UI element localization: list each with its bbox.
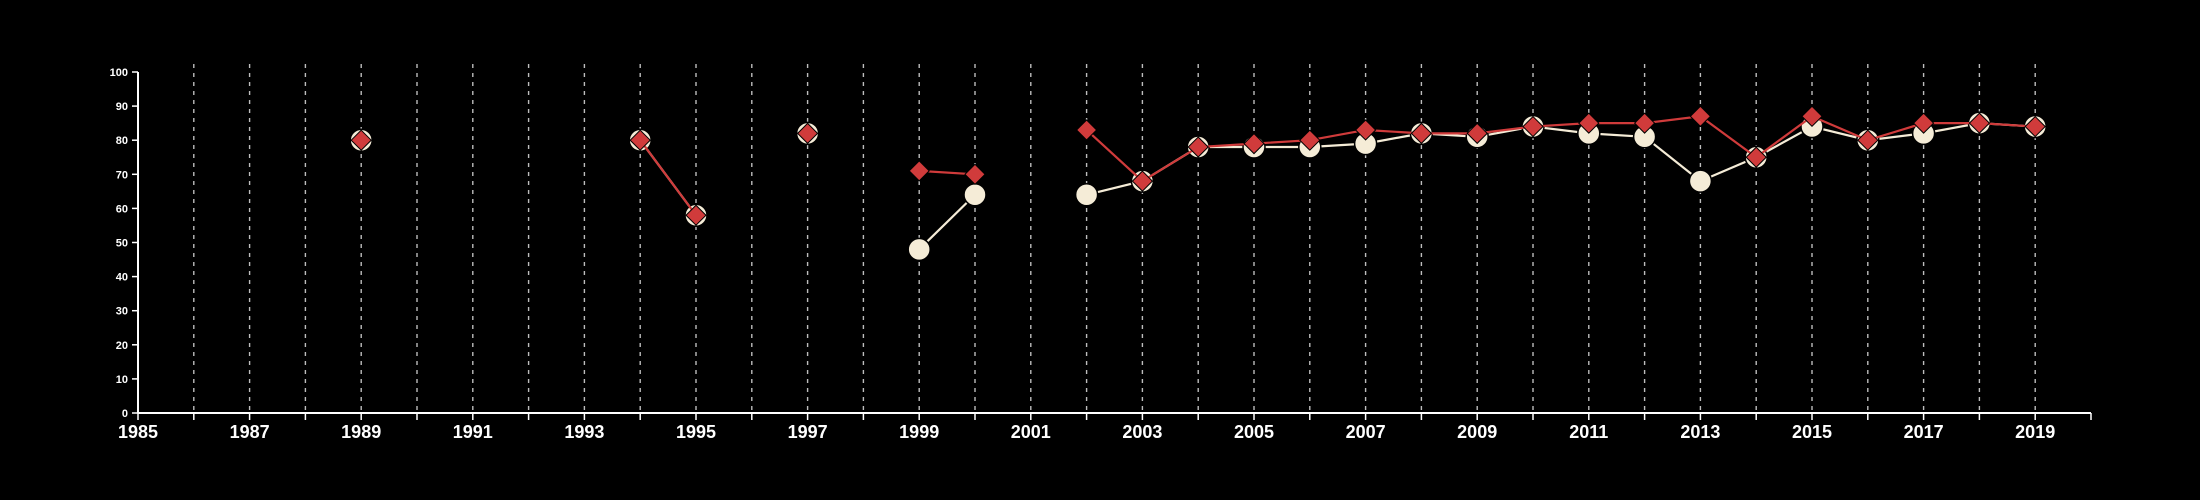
- series-1-point-2000: [963, 183, 987, 207]
- y-tick-label-20: 20: [116, 340, 128, 352]
- x-tick-label-1999: 1999: [899, 422, 939, 442]
- series-1-point-2013: [1688, 169, 1713, 193]
- series-2-point-2009: [1466, 122, 1488, 145]
- series-1-point-1999: [907, 237, 931, 262]
- y-tick-label-70: 70: [116, 169, 128, 181]
- series-1-line-4: [918, 193, 976, 251]
- y-tick-label-50: 50: [116, 238, 128, 250]
- x-tick-label-1985: 1985: [118, 422, 158, 442]
- x-tick-label-2011: 2011: [1569, 422, 1608, 442]
- series-2-point-2018: [1968, 112, 1991, 134]
- series-2-point-2016: [1857, 129, 1879, 151]
- series-2-point-2010: [1522, 115, 1544, 138]
- series-2: [350, 105, 2046, 226]
- y-tick-label-40: 40: [116, 272, 128, 284]
- series-2-point-2003: [1131, 170, 1154, 192]
- x-tick-label-2003: 2003: [1122, 422, 1162, 442]
- series-2-point-1994: [629, 129, 651, 151]
- x-tick-label-1993: 1993: [564, 422, 604, 442]
- series-2-point-2011: [1578, 112, 1600, 134]
- series-1-line-5: [1086, 122, 2036, 196]
- series-2-point-2004: [1187, 136, 1209, 158]
- y-tick-label-80: 80: [116, 135, 128, 147]
- series-2-point-2006: [1299, 129, 1321, 151]
- x-tick-label-1995: 1995: [676, 422, 716, 442]
- y-tick-label-60: 60: [116, 203, 128, 215]
- y-tick-label-10: 10: [116, 374, 128, 386]
- series-2-point-1999: [908, 160, 930, 182]
- x-tick-label-2019: 2019: [2015, 422, 2055, 442]
- y-tick-label-0: 0: [122, 408, 128, 420]
- x-tick-label-2017: 2017: [1904, 422, 1944, 442]
- x-tick-label-1987: 1987: [230, 422, 270, 442]
- series-2-line-2: [639, 139, 697, 216]
- series-2-point-2012: [1633, 112, 1656, 134]
- x-tick-label-1997: 1997: [788, 422, 828, 442]
- vertical-grid: [193, 64, 2036, 413]
- series-2-point-1997: [796, 122, 819, 145]
- axes: 0 10 20 30 40 50 60 70 80 90 100 1985 1987 1989 1991 19…: [110, 67, 2092, 442]
- series-2-point-2019: [2024, 115, 2046, 138]
- x-tick-label-1991: 1991: [453, 422, 493, 442]
- y-tick-label-100: 100: [110, 67, 128, 79]
- x-tick-label-2015: 2015: [1792, 422, 1832, 442]
- series-2-point-2014: [1745, 146, 1767, 168]
- x-tick-label-2013: 2013: [1680, 422, 1720, 442]
- x-tick-label-2009: 2009: [1457, 422, 1497, 442]
- x-tick-label-1989: 1989: [341, 422, 381, 442]
- series-1-point-2002: [1074, 183, 1099, 207]
- series-2-point-2002: [1075, 119, 1098, 141]
- series-2-point-2005: [1243, 132, 1265, 155]
- series-2-point-2007: [1354, 119, 1377, 141]
- y-tick-label-90: 90: [116, 101, 128, 113]
- series-layer: [349, 105, 2047, 262]
- series-2-point-1989: [350, 129, 372, 151]
- series-2-point-1995: [685, 204, 707, 226]
- y-tick-label-30: 30: [116, 306, 128, 318]
- series-2-line-5: [1085, 115, 2036, 183]
- series-2-point-2013: [1689, 105, 1712, 128]
- series-2-point-2008: [1410, 122, 1433, 145]
- x-tick-label-2001: 2001: [1011, 422, 1051, 442]
- x-tick-label-2005: 2005: [1234, 422, 1274, 442]
- series-2-point-2017: [1912, 112, 1935, 134]
- series-2-point-2000: [964, 163, 986, 186]
- x-tick-label-2007: 2007: [1346, 422, 1386, 442]
- series-2-point-2015: [1801, 105, 1823, 128]
